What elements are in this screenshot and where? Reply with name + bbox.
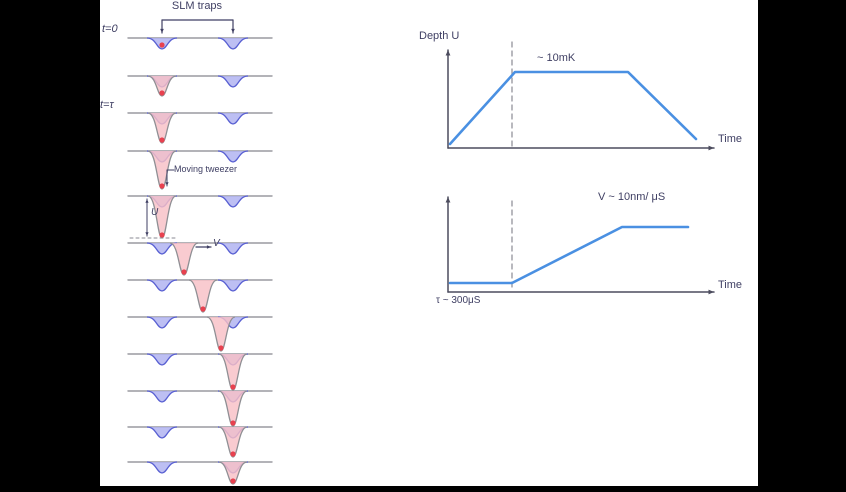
tweezer-row3-fill [148,113,176,143]
tweezer-row7-fill [189,280,217,312]
slm-trap-row10-left-fill [147,391,177,402]
slm-trap-row7-left-outline [146,279,178,292]
slm-trap-row10-left-outline [146,390,178,403]
slm-trap-pointer-left-head [160,28,164,33]
atom-row3 [159,137,165,143]
atom-row12 [230,478,236,484]
slm-trap-row6-right-fill [218,243,248,254]
slm-trap-row2-right-fill [218,76,248,87]
depth-arrow-up-head [145,199,149,203]
tweezer-row5-fill [148,196,176,238]
slm-trap-row5-right-outline [217,195,249,208]
velocity-v-marker-label: V [213,238,220,249]
tweezer-row11-fill [219,427,247,457]
slm-trap-row1-right-outline [217,37,249,50]
moving-tweezer-pointer-head [165,182,169,186]
tweezer-row12-fill [219,462,247,484]
slm-trap-row4-right-outline [217,150,249,163]
bottom-mask [0,486,846,492]
slm-trap-row2-right-outline [217,75,249,88]
tweezer-row10-outline [218,390,248,427]
atom-row8 [218,345,224,351]
chart-bottom-rate-label: V ~ 10nm/ μS [598,191,666,203]
tweezer-row12-outline [218,461,248,485]
slm-trap-row3-right-fill [218,113,248,124]
atom-row4 [159,183,165,189]
tweezer-row8-outline [206,316,236,352]
chart-top-ylabel: Depth U [419,30,460,42]
chart-top-x-axis-head [708,145,714,151]
chart-top-plateau-label: ~ 10mK [537,52,576,64]
slm-trap-row1-right-fill [218,38,248,49]
tweezer-row7-outline [188,279,218,313]
slm-trap-row9-left-outline [146,353,178,366]
slm-trap-row5-right-fill [218,196,248,207]
figure-panel: SLM traps t=0 t=τ Moving tweezer U V Dep… [100,0,758,492]
slm-traps-label: SLM traps [171,0,223,12]
slm-trap-row11-left-outline [146,426,178,439]
slm-trap-row7-right-outline [217,279,249,292]
slm-trap-row8-left-outline [146,316,178,329]
tweezer-row4-outline [147,150,177,190]
depth-u-marker-label: U [151,207,159,218]
time-tau-label: t=τ [100,99,114,111]
atom-row5 [159,232,165,238]
tweezer-row10-fill [219,391,247,426]
tweezer-row2-fill [148,76,176,96]
atom-row6 [181,269,187,275]
tweezer-row11-outline [218,426,248,458]
velocity-arrow-head [206,245,211,249]
atom-row9 [230,384,236,390]
tweezer-row6-outline [169,242,199,276]
chart-top-curve [448,70,698,146]
atom-row2 [159,90,165,96]
chart-bottom-y-axis-head [445,197,451,203]
chart-bottom-curve [448,225,690,285]
tweezer-row8-fill [207,317,235,351]
slm-trap-row6-left-outline [146,242,178,255]
chart-bottom-xlabel: Time [718,279,743,291]
tweezer-row6-fill [170,243,198,275]
moving-tweezer-label: Moving tweezer [174,164,238,174]
chart-top-y-axis-head [445,50,451,56]
chart-bottom-tau-label: τ ~ 300μS [436,295,481,306]
time-zero-label: t=0 [102,23,118,35]
slm-trap-row7-right-fill [218,280,248,291]
tweezer-row9-fill [219,354,247,390]
slm-trap-row11-left-fill [147,427,177,438]
tweezer-row2-outline [147,75,177,97]
chart-bottom-x-axis-head [708,289,714,295]
slm-trap-row3-right-outline [217,112,249,125]
tweezer-row3-outline [147,112,177,144]
slm-trap-row12-left-outline [146,461,178,474]
tweezer-row9-outline [218,353,248,391]
atom-row10 [230,420,236,426]
slm-trap-row12-left-fill [147,462,177,473]
slm-trap-row6-left-fill [147,243,177,254]
atom-row11 [230,451,236,457]
slm-trap-row7-left-fill [147,280,177,291]
slm-trap-row8-left-fill [147,317,177,328]
slm-trap-row9-left-fill [147,354,177,365]
slm-trap-row4-right-fill [218,151,248,162]
slm-trap-pointer-right-head [231,28,235,33]
slm-trap-row1-left-outline [146,37,178,50]
diagram-canvas [127,19,715,485]
atom-row7 [200,306,206,312]
atom-row1 [159,42,165,48]
tweezer-row4-fill [148,151,176,189]
chart-top-xlabel: Time [718,133,743,145]
slm-trap-row6-right-outline [217,242,249,255]
